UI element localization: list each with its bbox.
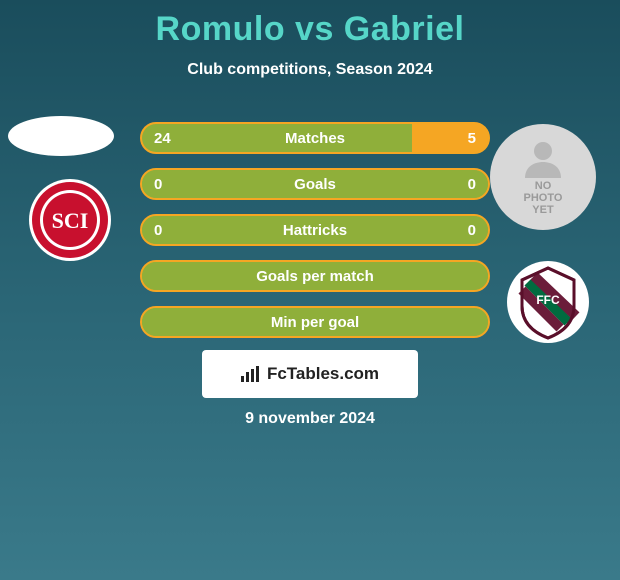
player-photo-right: NOPHOTOYET: [490, 124, 596, 230]
stat-value-right: 0: [456, 216, 488, 244]
date-text: 9 november 2024: [0, 410, 620, 428]
stat-row-hattricks: 00Hattricks: [140, 214, 490, 246]
svg-text:SCI: SCI: [52, 208, 89, 233]
stat-value-right: 0: [456, 170, 488, 198]
stat-value-left: 0: [142, 170, 174, 198]
player-photo-left: [8, 116, 114, 156]
stat-value-left: 0: [142, 216, 174, 244]
stat-row-min-per-goal: Min per goal: [140, 306, 490, 338]
no-photo-placeholder: NOPHOTOYET: [521, 138, 565, 216]
bar-fill-left: [142, 262, 488, 290]
svg-text:FFC: FFC: [536, 293, 560, 307]
stat-row-goals: 00Goals: [140, 168, 490, 200]
club-badge-right: FFC: [506, 260, 590, 344]
stat-value-right: 5: [456, 124, 488, 152]
watermark-text: FcTables.com: [267, 364, 379, 384]
subtitle: Club competitions, Season 2024: [0, 61, 620, 79]
stat-value-left: 24: [142, 124, 183, 152]
page-title: Romulo vs Gabriel: [0, 0, 620, 49]
bar-fill-left: [142, 216, 488, 244]
club-badge-left: SCI: [28, 178, 112, 262]
stat-row-matches: 245Matches: [140, 122, 490, 154]
bar-fill-left: [142, 308, 488, 336]
bar-fill-left: [142, 170, 488, 198]
watermark: FcTables.com: [202, 350, 418, 398]
stat-row-goals-per-match: Goals per match: [140, 260, 490, 292]
stats-bars: 245Matches00Goals00HattricksGoals per ma…: [140, 122, 490, 352]
chart-icon: [241, 366, 261, 382]
